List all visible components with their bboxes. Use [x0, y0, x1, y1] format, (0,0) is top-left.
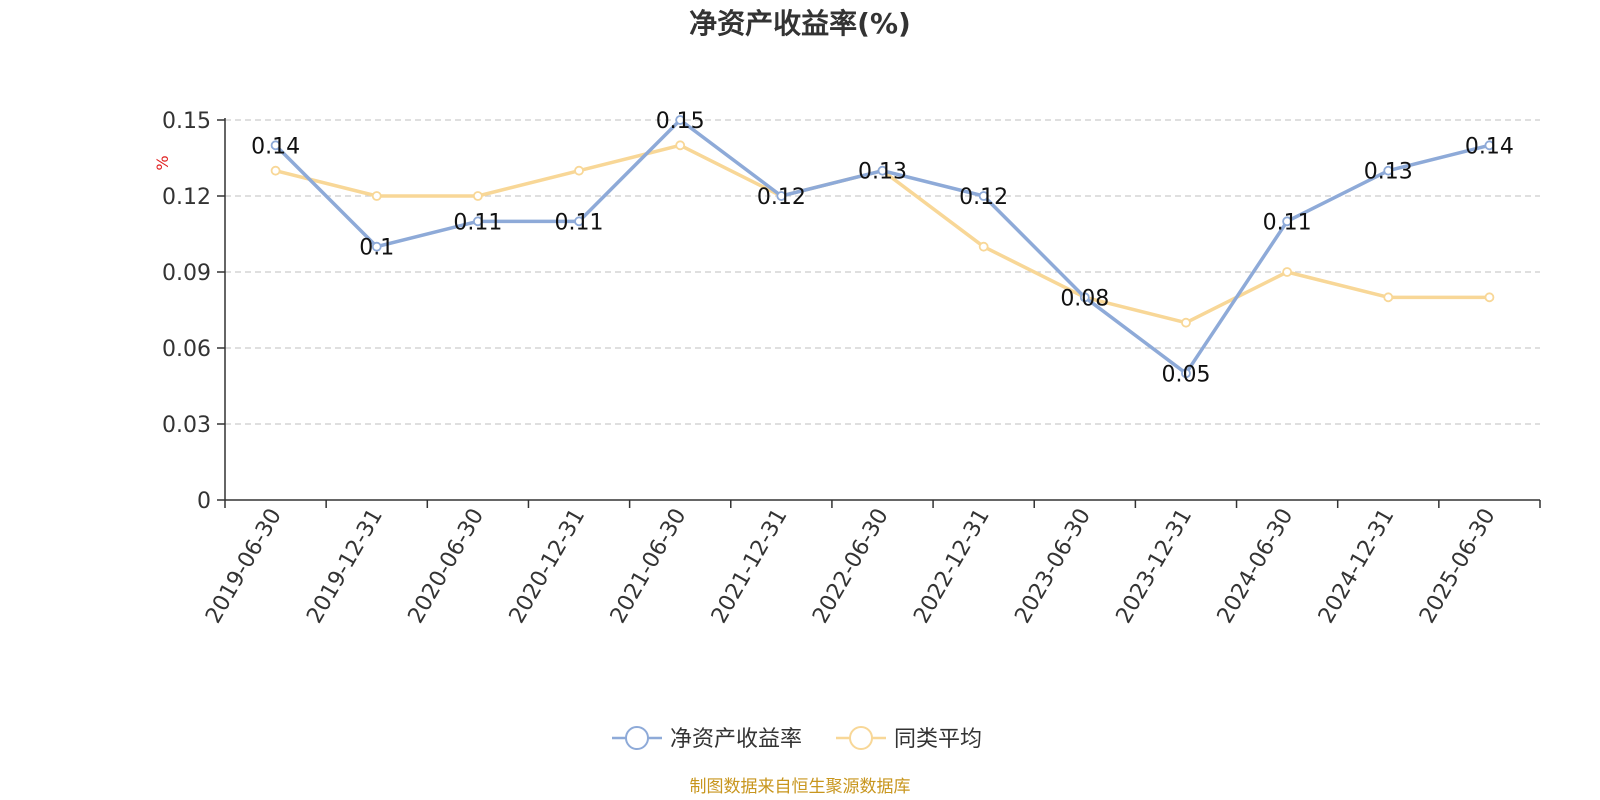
- data-label: 0.11: [453, 210, 502, 235]
- x-tick-label: 2019-06-30: [201, 505, 287, 628]
- data-point: [1383, 165, 1394, 176]
- data-point: [472, 191, 483, 201]
- grid-lines: [225, 119, 1540, 425]
- x-tick-label: 2020-12-31: [505, 505, 591, 628]
- data-label: 0.12: [757, 185, 806, 210]
- x-tick-label: 2022-12-31: [909, 504, 995, 627]
- data-point: [1484, 140, 1495, 151]
- y-tick-label: 0.09: [162, 261, 211, 286]
- series-layer: [270, 115, 1495, 379]
- data-point: [978, 191, 989, 201]
- data-point: [675, 140, 686, 151]
- axes: [224, 118, 1540, 501]
- y-tick-label: 0.06: [162, 337, 211, 362]
- x-tick-label: 2020-06-30: [404, 505, 490, 628]
- data-point: [675, 115, 686, 125]
- data-label: 0.05: [1161, 362, 1210, 387]
- legend-item-0[interactable]: 净资产收益率: [612, 726, 802, 752]
- y-axis-unit-label: %: [153, 155, 172, 170]
- x-tick-label: 2022-06-30: [808, 505, 894, 628]
- data-point: [1383, 292, 1394, 303]
- data-point: [1282, 267, 1293, 277]
- data-label: 0.12: [959, 185, 1008, 210]
- x-tick-label: 2023-12-31: [1112, 505, 1198, 628]
- data-point: [472, 216, 483, 227]
- legend-marker: [849, 726, 873, 750]
- y-tick-label: 0.15: [162, 109, 211, 134]
- data-label: 0.13: [1364, 160, 1413, 185]
- legend-marker: [625, 726, 649, 750]
- x-axis-ticks: 2019-06-30 2019-12-31 2020-06-30 2020-12-31…: [201, 500, 1541, 628]
- y-tick-label: 0.12: [162, 185, 211, 210]
- data-point: [1181, 317, 1191, 328]
- chart-title: 净资产收益率(%): [689, 7, 911, 40]
- data-point: [776, 191, 787, 201]
- x-tick-label: 2023-06-30: [1010, 505, 1096, 628]
- data-point: [270, 140, 281, 151]
- data-point: [978, 241, 989, 252]
- data-point: [877, 165, 888, 176]
- legend[interactable]: 净资产收益率 同类平均: [612, 726, 982, 752]
- data-labels: 0.14 0.1 0.11 0.11 0.15 0.12 0.13 0.12 0.08 0.05 0…: [251, 109, 1514, 387]
- data-point: [1282, 216, 1293, 227]
- x-tick-label: 2021-12-31: [707, 505, 793, 628]
- data-label: 0.13: [858, 160, 907, 185]
- legend-label: 净资产收益率: [670, 727, 802, 752]
- x-tick-label: 2021-06-30: [606, 505, 692, 628]
- series-line-0: [274, 118, 1490, 376]
- data-label: 0.11: [1263, 210, 1312, 235]
- legend-item-1[interactable]: 同类平均: [836, 726, 982, 752]
- data-label: 0.1: [359, 236, 394, 261]
- y-tick-label: 0.03: [162, 413, 211, 438]
- data-point: [574, 216, 584, 227]
- x-tick-label: 2025-06-30: [1415, 505, 1501, 628]
- data-label: 0.14: [251, 134, 300, 159]
- y-tick-label: 0: [197, 489, 211, 514]
- data-label: 0.14: [1465, 134, 1514, 159]
- x-tick-label: 2024-06-30: [1213, 505, 1299, 628]
- data-point: [1181, 368, 1191, 379]
- data-label: 0.15: [656, 109, 705, 134]
- data-label: 0.11: [555, 210, 604, 235]
- data-point: [270, 165, 281, 176]
- legend-label: 同类平均: [894, 727, 982, 752]
- data-point: [1484, 292, 1495, 303]
- data-point: [574, 165, 584, 176]
- data-label: 0.08: [1060, 286, 1109, 311]
- data-point: [371, 241, 382, 252]
- data-point: [371, 191, 382, 201]
- x-tick-label: 2024-12-31: [1314, 505, 1400, 628]
- x-tick-label: 2019-12-31: [302, 505, 388, 628]
- data-source-note: 制图数据来自恒生聚源数据库: [690, 777, 911, 797]
- data-point: [1079, 292, 1090, 303]
- y-axis-ticks: 0 0.03 0.06 0.09 0.12 0.15: [162, 109, 225, 514]
